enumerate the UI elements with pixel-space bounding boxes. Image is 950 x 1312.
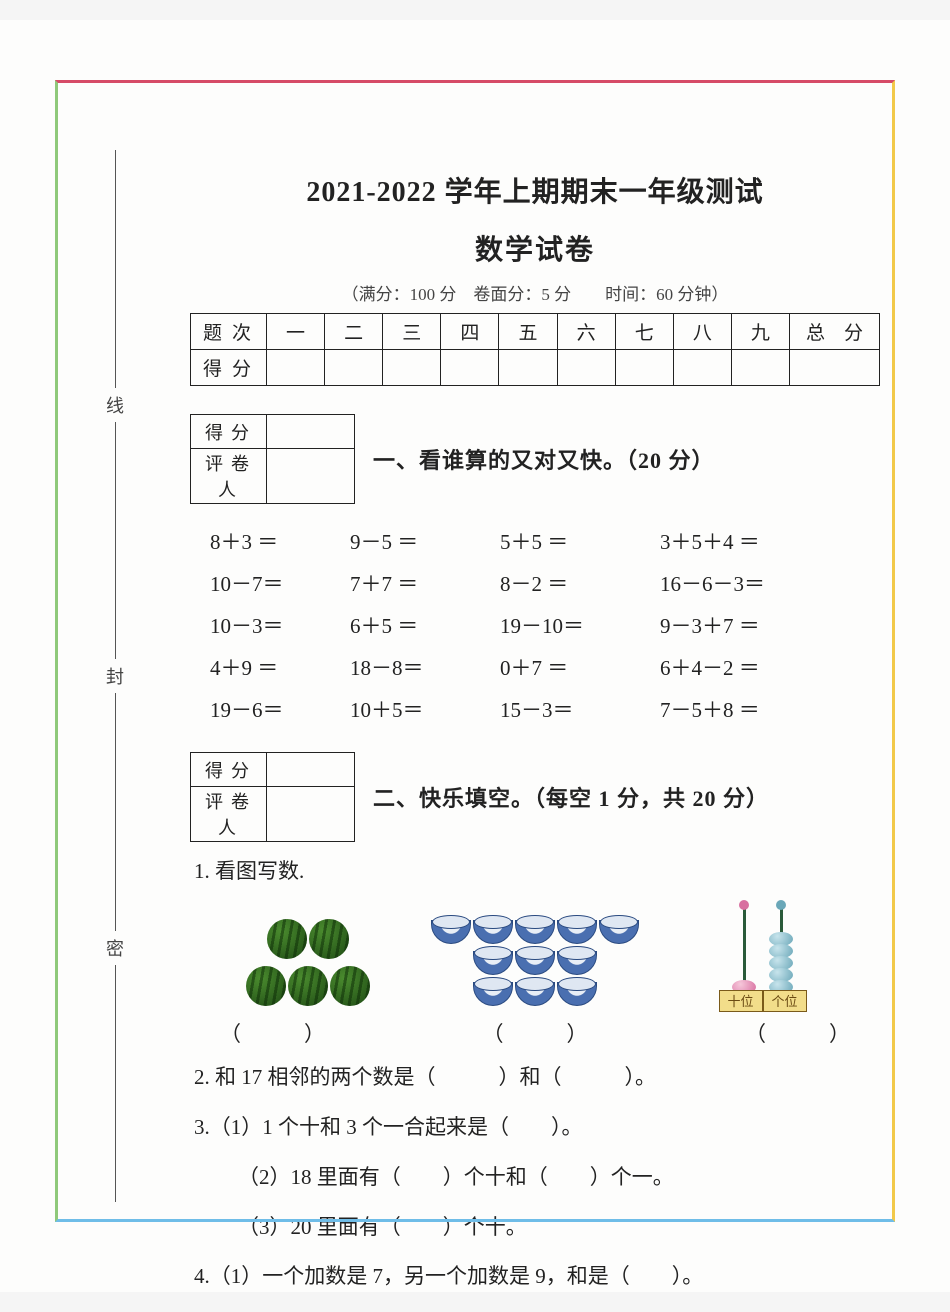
watermelon-icon	[330, 966, 370, 1006]
watermelon-icon	[267, 919, 307, 959]
q2-4: 4.（1）一个加数是 7，另一个加数是 9，和是（ ）。	[194, 1257, 880, 1297]
abacus-tens-label: 十位	[719, 990, 763, 1012]
watermelon-icon	[246, 966, 286, 1006]
abacus-ones-label: 个位	[763, 990, 807, 1012]
watermelon-icon	[288, 966, 328, 1006]
color-frame	[55, 80, 895, 1222]
binding-label-bot: 密	[106, 931, 124, 965]
exam-sheet: 线 封 密 2021-2022 学年上期期末一年级测试 数学试卷 （满分：100…	[0, 20, 950, 1292]
binding-label-mid: 封	[106, 659, 124, 693]
binding-label-top: 线	[106, 388, 124, 422]
binding-strip: 线 封 密	[95, 150, 135, 1202]
watermelon-icon	[309, 919, 349, 959]
